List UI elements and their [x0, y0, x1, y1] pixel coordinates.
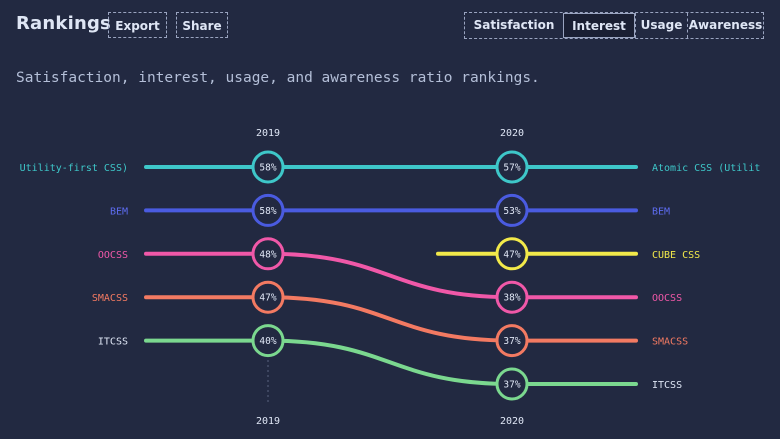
tab-usage[interactable]: Usage [635, 13, 687, 38]
tab-awareness[interactable]: Awareness [687, 13, 763, 38]
value-node-6-0 [251, 324, 285, 358]
series-line-5 [144, 295, 638, 343]
value-label-2-0: 58% [259, 206, 276, 217]
left-label-3: SMACSS [92, 293, 128, 304]
value-label-2-1: 53% [503, 206, 520, 217]
value-label-0-0: 58% [259, 163, 276, 174]
value-label-4-1: 47% [503, 249, 520, 260]
right-label-3: OOCSS [652, 293, 682, 304]
year-label-top-2019: 2019 [256, 128, 280, 139]
value-node-4-1 [495, 237, 529, 271]
right-label-4: SMACSS [652, 337, 688, 348]
value-label-6-1: 37% [503, 380, 520, 391]
left-label-1: BEM [110, 206, 128, 217]
share-button[interactable]: Share [176, 12, 228, 38]
series-line-6 [144, 338, 638, 386]
value-label-5-1: 37% [503, 336, 520, 347]
right-label-0: Atomic CSS (Utilit [652, 163, 760, 174]
year-label-top-2020: 2020 [500, 128, 524, 139]
value-label-1-1: 57% [503, 163, 520, 174]
value-node-3-1 [495, 280, 529, 314]
value-label-5-0: 47% [259, 293, 276, 304]
left-label-4: ITCSS [98, 337, 128, 348]
right-label-1: BEM [652, 206, 670, 217]
chart-subtitle: Satisfaction, interest, usage, and aware… [16, 70, 540, 86]
value-node-5-1 [495, 324, 529, 358]
year-label-bottom-2019: 2019 [256, 416, 280, 427]
right-label-2: CUBE CSS [652, 250, 700, 261]
value-label-6-0: 40% [259, 336, 276, 347]
page-title: Rankings [16, 13, 111, 34]
export-button[interactable]: Export [108, 12, 167, 38]
metric-tabs: Satisfaction Interest Usage Awareness [464, 12, 764, 39]
year-label-bottom-2020: 2020 [500, 416, 524, 427]
left-label-0: Utility-first CSS) [20, 163, 128, 174]
tab-satisfaction[interactable]: Satisfaction [473, 18, 555, 32]
value-node-1-1 [495, 150, 529, 184]
value-node-6-1 [495, 367, 529, 401]
right-label-5: ITCSS [652, 380, 682, 391]
value-node-3-0 [251, 237, 285, 271]
value-node-2-1 [495, 193, 529, 227]
left-label-2: OOCSS [98, 250, 128, 261]
value-node-0-0 [251, 150, 285, 184]
series-line-3 [144, 251, 638, 300]
value-label-3-1: 38% [503, 293, 520, 304]
value-node-2-0 [251, 193, 285, 227]
value-node-5-0 [251, 280, 285, 314]
tab-interest[interactable]: Interest [563, 13, 635, 38]
value-label-3-0: 48% [259, 249, 276, 260]
